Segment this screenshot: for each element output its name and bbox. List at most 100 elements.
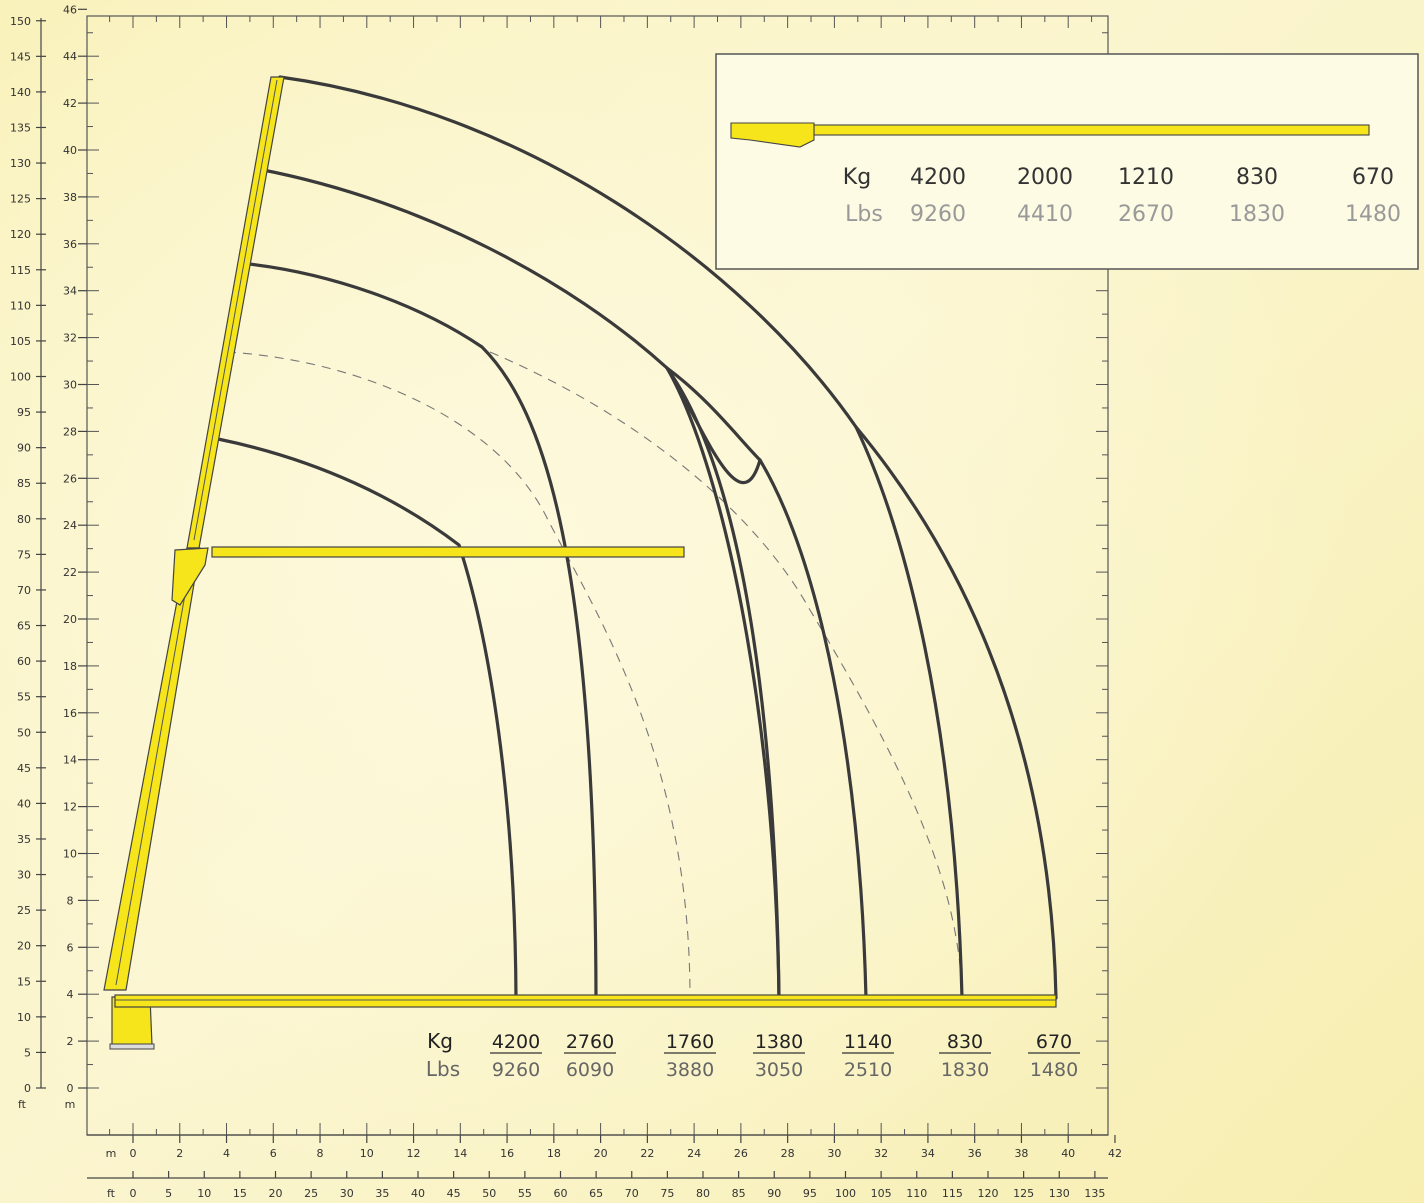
axis-bottom-m-tick-label: 26 <box>734 1147 748 1160</box>
axis-ft-tick-label: 65 <box>17 620 31 633</box>
axis-bottom-m: 0 2 4 6 8 10 12 14 16 18 20 22 24 26 28 30 32 34 36 38 40 42 <box>87 1134 1122 1160</box>
axis-ft-tick-label: 100 <box>10 371 31 384</box>
axis-ft-tick-label: 80 <box>17 513 31 526</box>
load-label-kg: 2760 <box>566 1031 614 1053</box>
inset-unit-kg: Kg <box>843 165 871 190</box>
axis-bottom-m-tick-label: 0 <box>130 1147 137 1160</box>
axis-bottom-ft-tick-label: 0 <box>130 1187 137 1200</box>
axis-bottom-m-tick-label: 16 <box>500 1147 514 1160</box>
axis-bottom-m-tick-label: 8 <box>317 1147 324 1160</box>
inset-labels: 4200 9260 2000 4410 1210 2670 830 1830 670 1480 <box>910 165 1401 227</box>
axis-bottom-ft-tick-label: 115 <box>942 1187 963 1200</box>
axis-ft-tick-label: 85 <box>17 477 31 490</box>
axis-ft-tick-label: 30 <box>17 869 31 882</box>
inset-label-lbs: 1830 <box>1229 202 1285 227</box>
axis-m-tick-label: 30 <box>63 379 77 392</box>
axis-bottom-ft-tick-label: 135 <box>1084 1187 1105 1200</box>
axis-bottom-ft-tick-label: 85 <box>732 1187 746 1200</box>
axis-m-tick-label: 2 <box>67 1035 74 1048</box>
inset-label-lbs: 9260 <box>910 202 966 227</box>
axis-m-tick-label: 36 <box>63 238 77 251</box>
crane-boom-ground <box>109 994 1057 1050</box>
inset-boom <box>813 124 1370 136</box>
inset-label-lbs: 1480 <box>1345 202 1401 227</box>
axis-bottom-m-tick-label: 10 <box>360 1147 374 1160</box>
axis-ft-tick-label: 5 <box>24 1046 31 1059</box>
axis-m-tick-label: 4 <box>67 988 74 1001</box>
axis-m-tick-label: 10 <box>63 848 77 861</box>
axis-ft-tick-label: 140 <box>10 86 31 99</box>
axis-bottom-ft-tick-label: 15 <box>233 1187 247 1200</box>
axis-ft-tick-label: 15 <box>17 975 31 988</box>
axis-m-tick-label: 0 <box>67 1082 74 1095</box>
axis-bottom-m-tick-label: 18 <box>547 1147 561 1160</box>
axis-bottom-ft-tick-label: 105 <box>871 1187 892 1200</box>
inset-box <box>715 53 1419 270</box>
inset-unit-lbs: Lbs <box>845 202 883 227</box>
axis-bottom-m-tick-label: 6 <box>270 1147 277 1160</box>
axis-bottom-ft-tick-label: 100 <box>835 1187 856 1200</box>
load-label-lbs: 2510 <box>844 1059 892 1081</box>
axis-bottom-ft-tick-label: 35 <box>375 1187 389 1200</box>
axis-bottom-m-tick-label: 32 <box>874 1147 888 1160</box>
axis-bottom-ft-tick-label: 95 <box>803 1187 817 1200</box>
load-unit-kg: Kg <box>427 1029 453 1053</box>
boom-knuckle <box>171 547 209 606</box>
crane-jib-horizontal <box>211 546 685 558</box>
axis-bottom-m-tick-label: 42 <box>1108 1147 1122 1160</box>
axis-bottom-ft-tick-label: 20 <box>269 1187 283 1200</box>
curve-1760-body <box>665 367 781 999</box>
load-label-kg: 1760 <box>666 1031 714 1053</box>
axis-m-tick-label: 6 <box>67 941 74 954</box>
jib-beam <box>211 546 685 558</box>
axis-ft-tick-label: 90 <box>17 442 31 455</box>
bottom-ft-unit: ft <box>107 1187 116 1200</box>
load-label-lbs: 1480 <box>1030 1059 1078 1081</box>
axis-ft-tick-label: 120 <box>10 228 31 241</box>
axis-bottom-ft-tick-label: 75 <box>660 1187 674 1200</box>
curve-1140 <box>665 366 868 1000</box>
axis-ft-tick-label: 25 <box>17 904 31 917</box>
axis-bottom-ft-tick-label: 80 <box>696 1187 710 1200</box>
axis-bottom-ft-tick-label: 25 <box>304 1187 318 1200</box>
axis-m-tick-label: 34 <box>63 285 77 298</box>
axis-ft-tick-label: 10 <box>17 1011 31 1024</box>
axis-ft-tick-label: 40 <box>17 797 31 810</box>
axis-m-tick-label: 18 <box>63 660 77 673</box>
axis-m-tick-label: 8 <box>67 894 74 907</box>
load-label-lbs: 3050 <box>755 1059 803 1081</box>
axis-ft-tick-label: 115 <box>10 264 31 277</box>
axis-bottom-m-tick-label: 2 <box>176 1147 183 1160</box>
axis-bottom-m-tick-label: 12 <box>407 1147 421 1160</box>
axis-bottom-ft-tick-label: 90 <box>767 1187 781 1200</box>
crane-boom-raised <box>103 76 285 991</box>
axis-ft-tick-label: 130 <box>10 157 31 170</box>
axis-bottom-ft-tick-label: 45 <box>447 1187 461 1200</box>
axis-bottom-ft-tick-label: 30 <box>340 1187 354 1200</box>
axis-m-tick-label: 40 <box>63 144 77 157</box>
axis-bottom-ft-tick-label: 130 <box>1049 1187 1070 1200</box>
load-label-lbs: 3880 <box>666 1059 714 1081</box>
load-label-lbs: 9260 <box>492 1059 540 1081</box>
axis-ft-tick-label: 105 <box>10 335 31 348</box>
axis-bottom-ft-tick-label: 50 <box>482 1187 496 1200</box>
axis-ft-tick-label: 45 <box>17 762 31 775</box>
axis-ft-tick-label: 150 <box>10 15 31 28</box>
frame-ticks <box>87 16 1108 1135</box>
axis-bottom-ft-tick-label: 60 <box>554 1187 568 1200</box>
axis-m-tick-label: 42 <box>63 97 77 110</box>
load-label-kg: 4200 <box>492 1031 540 1053</box>
axis-m-tick-label: 16 <box>63 707 77 720</box>
axis-bottom-ft-tick-label: 70 <box>625 1187 639 1200</box>
axis-ft-tick-label: 20 <box>17 940 31 953</box>
axis-m-tick-label: 38 <box>63 191 77 204</box>
axis-m-tick-label: 22 <box>63 566 77 579</box>
inset-label-kg: 830 <box>1236 165 1278 190</box>
inset-panel: Kg Lbs 4200 9260 2000 4410 1210 2670 830 1830 67… <box>715 53 1419 270</box>
axis-bottom-ft-tick-label: 125 <box>1013 1187 1034 1200</box>
axis-ft-tick-label: 135 <box>10 121 31 134</box>
axis-bottom-m-tick-label: 24 <box>687 1147 701 1160</box>
axis-ft-tick-label: 145 <box>10 50 31 63</box>
axis-m-tick-label: 24 <box>63 519 77 532</box>
